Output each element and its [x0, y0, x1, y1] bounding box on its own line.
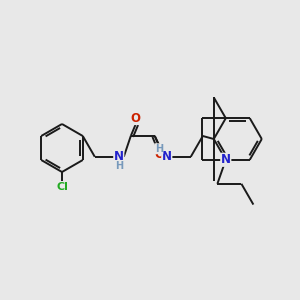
Text: H: H	[155, 144, 163, 154]
Text: Cl: Cl	[56, 182, 68, 192]
Text: N: N	[221, 153, 231, 166]
Text: N: N	[114, 150, 124, 163]
Text: N: N	[162, 150, 172, 163]
Text: H: H	[115, 161, 123, 171]
Text: O: O	[131, 112, 141, 124]
Text: O: O	[155, 148, 165, 160]
